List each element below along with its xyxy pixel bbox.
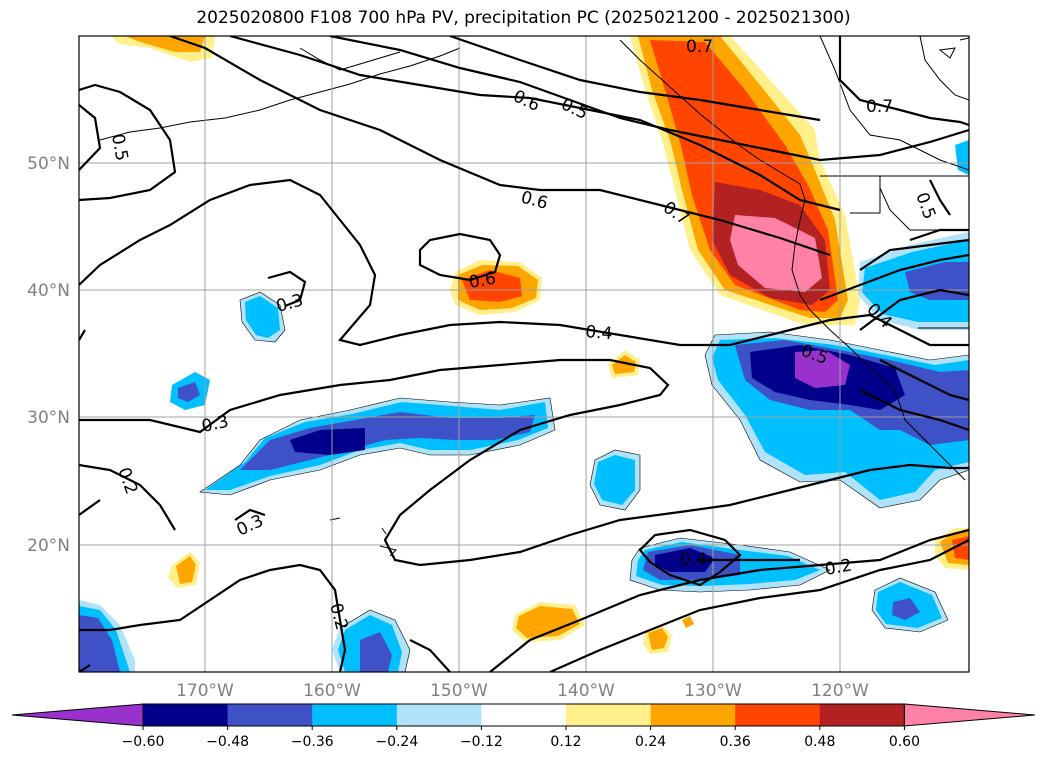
colorbar-border	[142, 703, 905, 727]
lon-label-170w: 170°W	[176, 681, 234, 701]
colorbar-extend-min	[11, 703, 144, 727]
colorbar-segment	[650, 704, 736, 726]
precipitation-shading	[79, 36, 969, 672]
contour-label: 0.7	[686, 37, 713, 57]
lon-label-130w: 130°W	[684, 681, 742, 701]
lat-label-20n: 20°N	[27, 536, 70, 556]
colorbar-segment	[819, 704, 905, 726]
colorbar: −0.60 −0.48 −0.36 −0.24 −0.12 0.12 0.24 0.36 0.4…	[11, 703, 1036, 750]
coastlines	[99, 36, 969, 557]
colorbar-segment	[396, 704, 482, 726]
colorbar-segment	[481, 704, 567, 726]
lon-label-160w: 160°W	[303, 681, 361, 701]
colorbar-tick-label: −0.48	[206, 734, 249, 750]
colorbar-tick-label: −0.24	[375, 734, 418, 750]
colorbar-extend-max	[903, 703, 1036, 727]
colorbar-tick-label: −0.60	[122, 734, 165, 750]
lat-label-30n: 30°N	[27, 408, 70, 428]
contour-label: 0.6	[467, 269, 497, 293]
lon-label-120w: 120°W	[811, 681, 869, 701]
colorbar-segment	[312, 704, 398, 726]
contour-label: 0.4	[585, 322, 614, 344]
map-border	[78, 35, 970, 673]
contour-label: 0.5	[107, 132, 131, 162]
colorbar-tick-label: −0.36	[291, 734, 334, 750]
colorbar-tick-label: 0.36	[720, 734, 751, 750]
longitude-labels: 170°W 160°W 150°W 140°W 130°W 120°W	[176, 681, 869, 701]
colorbar-segment	[735, 704, 821, 726]
colorbar-segment	[143, 704, 229, 726]
map-area: 0.5 0.6 0.5 0.7 0.7 0.5 0.6 0.7 0.6 0.3 …	[79, 36, 969, 672]
lat-label-50n: 50°N	[27, 154, 70, 174]
lon-label-140w: 140°W	[557, 681, 615, 701]
lon-label-150w: 150°W	[430, 681, 488, 701]
colorbar-tick-label: −0.12	[460, 734, 503, 750]
lat-label-40n: 40°N	[27, 281, 70, 301]
contour-label: 0.4	[680, 550, 707, 570]
graticule	[79, 36, 969, 672]
contour-label: 0.2	[823, 556, 853, 580]
pv-contours	[79, 36, 969, 672]
contour-label: 0.7	[866, 97, 893, 117]
colorbar-tick-label: 0.60	[889, 734, 920, 750]
latitude-labels: 50°N 40°N 30°N 20°N	[27, 154, 70, 556]
colorbar-tick-label: 0.48	[804, 734, 835, 750]
colorbar-tick-label: 0.24	[635, 734, 666, 750]
colorbar-segment	[566, 704, 652, 726]
colorbar-tick-label: 0.12	[550, 734, 581, 750]
colorbar-segment	[227, 704, 313, 726]
chart-title: 2025020800 F108 700 hPa PV, precipitatio…	[196, 8, 851, 28]
